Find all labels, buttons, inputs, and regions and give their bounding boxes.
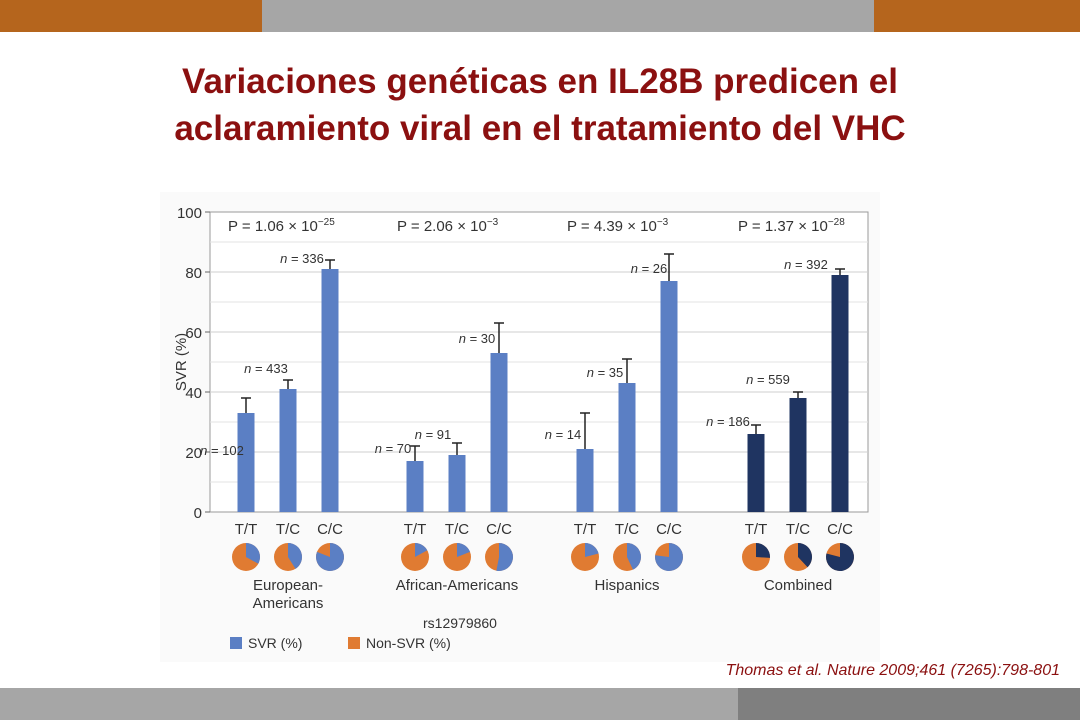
group-label: Combined [764,577,832,594]
y-tick-label: 100 [177,205,202,222]
legend-swatch [230,637,242,649]
top-accent-left [0,0,262,32]
citation: Thomas et al. Nature 2009;461 (7265):798… [725,662,1060,679]
bar-TT-0 [237,413,255,512]
n-label: n = 91 [415,427,452,442]
bar-TT-1 [406,461,424,512]
legend-label: SVR (%) [248,635,302,651]
pie-svr [585,543,599,557]
n-label: n = 186 [706,414,750,429]
bar-TT-3 [747,434,765,512]
pie-svr [627,543,641,570]
slide-title-line-2: aclaramiento viral en el tratamiento del… [174,109,906,148]
n-label: n = 35 [587,365,624,380]
bar-TC-1 [448,455,466,512]
bar-TC-3 [789,398,807,512]
pie-svr [457,543,471,557]
n-label: n = 26 [631,261,668,276]
genotype-label: T/C [615,521,639,538]
group-label: Americans [253,595,324,612]
bar-CC-0 [321,269,339,512]
n-label: n = 102 [200,443,244,458]
bar-CC-1 [490,353,508,512]
n-label: n = 336 [280,251,324,266]
genotype-label: T/C [445,521,469,538]
pie-svr [496,543,514,571]
pie-svr [825,543,854,571]
bar-CC-2 [660,281,678,512]
y-tick-label: 40 [185,385,202,402]
bar-TC-2 [618,383,636,512]
y-tick-label: 80 [185,265,202,282]
bottom-band-left [0,688,738,720]
x-axis-label: rs12979860 [423,615,497,631]
legend-label: Non-SVR (%) [366,635,451,651]
group-label: European- [253,577,323,594]
n-label: n = 14 [545,427,582,442]
bar-CC-3 [831,275,849,512]
n-label: n = 433 [244,361,288,376]
genotype-label: C/C [317,521,343,538]
group-label: Hispanics [594,577,659,594]
n-label: n = 70 [375,441,412,456]
p-value-label: P = 4.39 × 10−3 [567,217,669,235]
genotype-label: T/C [276,521,300,538]
group-label: African-Americans [396,577,519,594]
svr-chart: 0 20 40 60 80 100 SVR (%) P = 1.06 × 10−25 n = 1… [160,192,880,662]
bottom-band-right [738,688,1080,720]
slide-title: Variaciones genéticas en IL28B predicen … [40,58,1040,152]
genotype-label: T/T [745,521,768,538]
y-tick-label: 60 [185,325,202,342]
genotype-label: C/C [656,521,682,538]
genotype-label: C/C [486,521,512,538]
genotype-label: T/T [574,521,597,538]
pie-svr [288,543,302,569]
slide-title-line-1: Variaciones genéticas en IL28B predicen … [182,62,898,101]
genotype-label: T/T [404,521,427,538]
pie-svr [415,543,428,557]
pie-svr [246,543,260,564]
n-label: n = 392 [784,257,828,272]
genotype-label: T/T [235,521,258,538]
svr-chart-svg: 0 20 40 60 80 100 SVR (%) P = 1.06 × 10−25 n = 1… [160,192,880,662]
bar-TT-2 [576,449,594,512]
top-band-middle [262,0,874,32]
y-tick-label: 0 [194,505,202,522]
genotype-label: T/C [786,521,810,538]
p-value-label: P = 1.37 × 10−28 [738,217,845,235]
pie-svr [756,543,770,558]
pie-svr [655,543,683,572]
p-value-label: P = 2.06 × 10−3 [397,217,499,235]
y-axis-label: SVR (%) [173,333,190,391]
pie-svr [316,543,344,571]
legend-swatch [348,637,360,649]
n-label: n = 559 [746,372,790,387]
pie-svr [798,543,812,568]
y-tick-label: 20 [185,445,202,462]
genotype-label: C/C [827,521,853,538]
n-label: n = 30 [459,331,496,346]
p-value-label: P = 1.06 × 10−25 [228,217,335,235]
top-accent-right [874,0,1080,32]
bar-TC-0 [279,389,297,512]
